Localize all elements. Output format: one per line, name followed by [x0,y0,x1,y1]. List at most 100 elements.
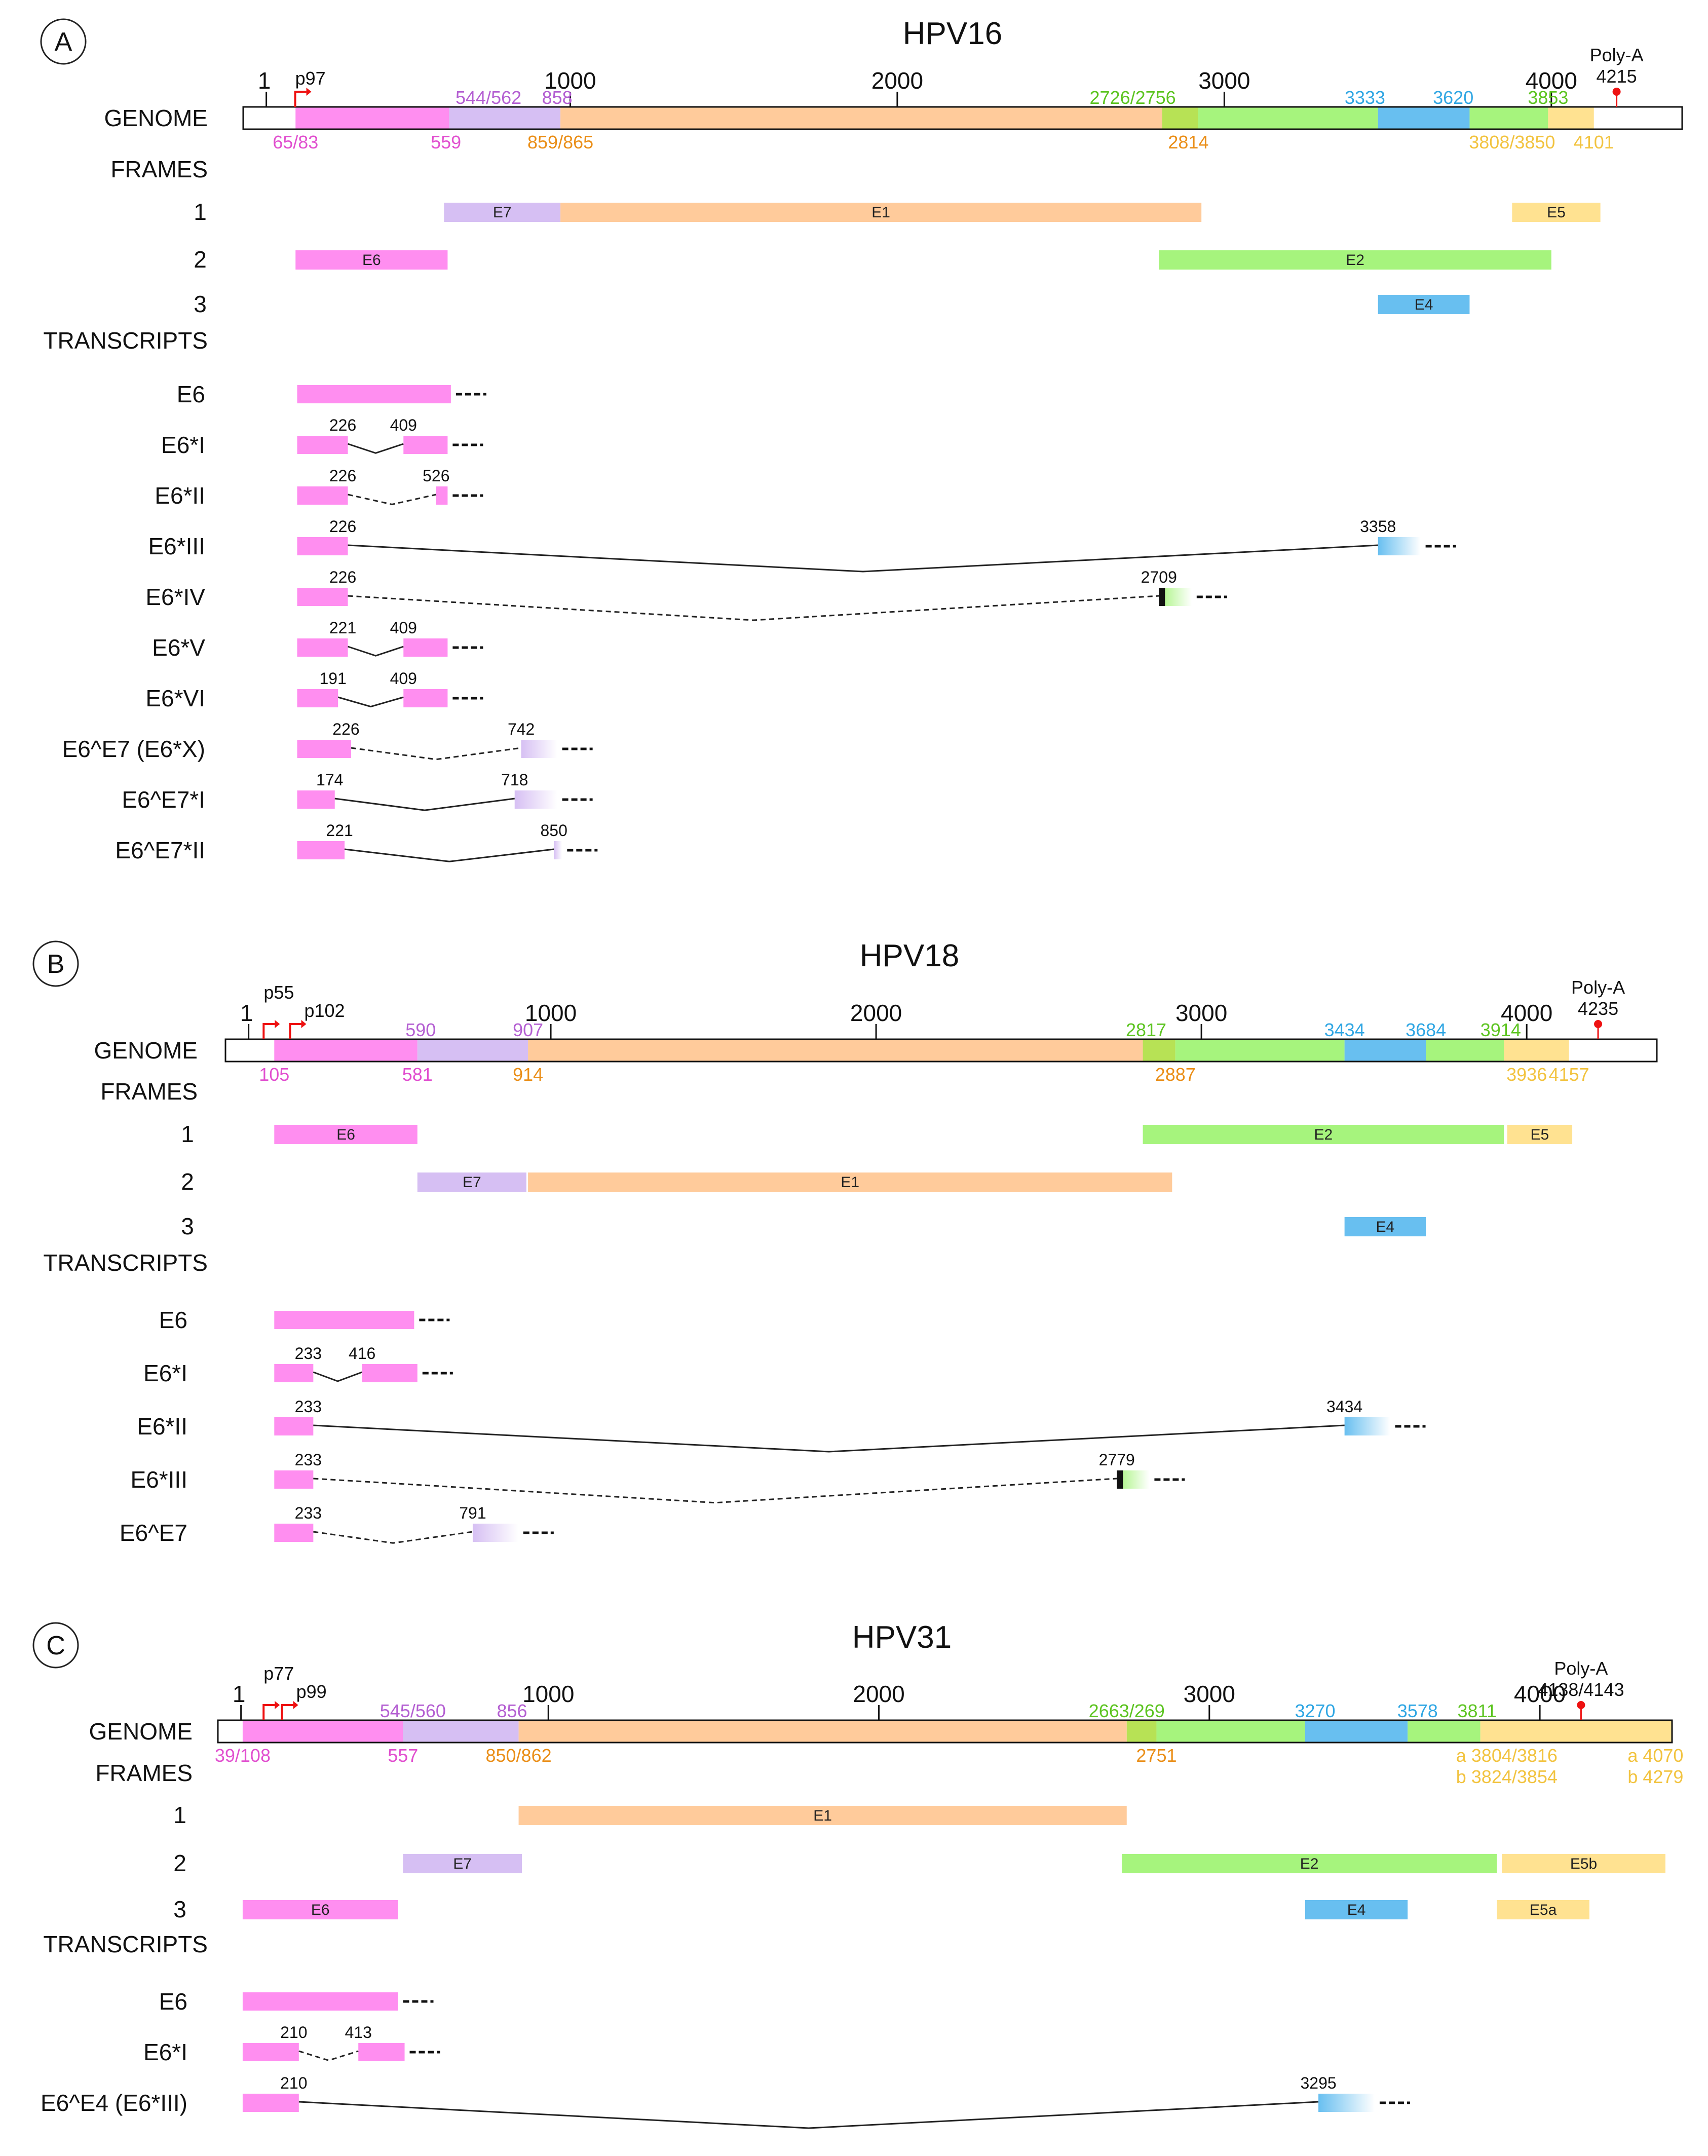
scale-tick-label: 2000 [850,1000,902,1026]
splice-acceptor-label: 2709 [1141,568,1177,586]
splice-acceptor-label: 409 [390,669,417,688]
orf-e1 [528,1172,1172,1192]
position-label: 4157 [1549,1064,1589,1085]
orf-e5 [1507,1125,1573,1144]
exon-e6 [403,689,448,707]
frame-number: 2 [181,1168,194,1195]
orf-e4 [1378,295,1470,314]
orf-label: E1 [871,204,890,221]
splice-donor-label: 210 [280,2023,307,2041]
transcript-name: E6*III [130,1466,187,1493]
exon-e6 [403,638,448,657]
splice-junction [313,1371,363,1382]
transcript-name: E6^E7 [120,1520,187,1546]
position-label: 65/83 [273,132,318,153]
splice-acceptor-label: 413 [345,2023,372,2041]
genome-segment-e1 [528,1039,1143,1062]
orf-label: E1 [841,1174,859,1191]
splice-junction [348,494,437,506]
splice-donor-label: 191 [319,669,346,688]
splice-donor-label: 174 [316,771,343,789]
panel-letter: C [46,1631,65,1660]
position-label: 859/865 [527,132,593,153]
genome-segment-e5 [1548,107,1594,129]
panel-a: A HPV16 GENOME 1 1000 2000 3000 4000 p97 Poly-A42… [40,16,1683,863]
frame-number: 3 [181,1213,194,1239]
splice-junction [298,2050,359,2061]
exon-e6 [297,740,351,758]
panel-badge [32,940,79,987]
position-label: 856 [497,1700,527,1721]
splice-donor-label: 221 [329,619,356,637]
position-label: 858 [542,87,573,108]
exon-e7 [554,841,562,859]
polya-label: Poly-A [1590,45,1644,65]
exon-e7 [472,1524,518,1542]
scale-tick-label: 3000 [1198,67,1250,94]
position-label: 3811 [1457,1700,1496,1721]
orf-e4 [1305,1900,1408,1919]
position-label: 3808/3850 [1469,132,1555,153]
orf-label: E4 [1376,1219,1395,1235]
position-label: 544/562 [456,87,521,108]
splice-donor-label: 210 [280,2074,307,2092]
position-label: 590 [405,1019,436,1040]
scale-tick-label: 2000 [871,67,923,94]
splice-donor-label: 226 [332,720,359,738]
orf-e6 [274,1125,417,1144]
promoter-arrowhead-icon [275,1020,280,1028]
frame-number: 1 [194,199,207,225]
genome-segment-e2 [1175,1039,1345,1062]
frame-number: 2 [173,1850,186,1876]
exon-e6 [297,537,348,555]
splice-donor-label: 233 [295,1451,322,1469]
polya-pin-icon [1612,88,1621,96]
splice-acceptor-label: 526 [423,467,449,485]
genome-segment-e7 [417,1039,528,1062]
position-label: 3434 [1324,1019,1365,1040]
position-label: 3914 [1481,1019,1521,1040]
frame-number: 3 [194,291,207,317]
orf-label: E4 [1347,1902,1366,1918]
promoter-label: p55 [263,982,294,1003]
exon-e6 [274,1524,314,1542]
scale-tick-label: 1000 [522,1681,574,1707]
orf-e7 [444,203,561,222]
exon-e7 [521,740,557,758]
genome-segment-e5 [1480,1720,1672,1743]
position-label: 3936 [1506,1064,1547,1085]
position-label: a 3804/3816 [1456,1745,1558,1766]
genome-segment-e2 [1156,1720,1305,1743]
exon-e4 [1318,2094,1375,2112]
position-label: 557 [388,1745,418,1766]
panel-title: HPV16 [903,16,1002,51]
exon-e6 [242,1992,398,2011]
frame-number: 2 [194,246,207,273]
orf-e2 [1121,1854,1497,1873]
position-label: 4101 [1574,132,1614,153]
polya-label: Poly-A [1571,977,1625,998]
transcript-name: E6*I [143,1360,187,1386]
genome-bar [217,1719,1673,1744]
splice-donor-label: 233 [295,1504,322,1522]
splice-junction [344,848,554,862]
genome-segment-e2 [1408,1720,1481,1743]
genome-segment-e4 [1378,107,1470,129]
position-label: b 3824/3854 [1456,1766,1558,1787]
exon-e6 [436,486,448,505]
frame-number: 1 [173,1802,186,1828]
splice-acceptor-label: 3358 [1360,517,1396,536]
exon-e6 [297,638,348,657]
orf-label: E7 [463,1174,481,1191]
position-label: 3270 [1295,1700,1335,1721]
splice-acceptor-label: 718 [501,771,528,789]
position-label: 2817 [1126,1019,1166,1040]
orf-e7 [403,1854,522,1873]
promoter-label: p99 [296,1681,327,1702]
orf-e5 [1512,203,1601,222]
scale-tick-label: 3000 [1184,1681,1235,1707]
transcript-name: E6*VI [145,685,205,711]
exon-e6 [297,436,348,454]
position-label: 2887 [1155,1064,1196,1085]
